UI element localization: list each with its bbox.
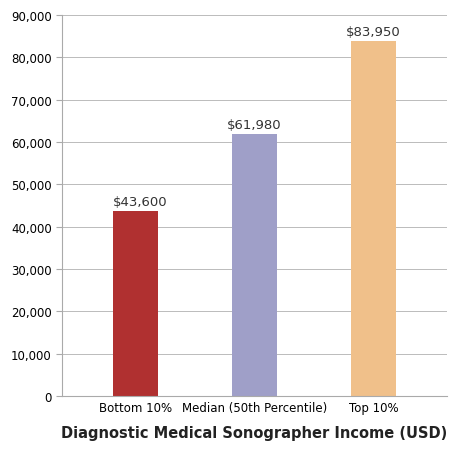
- Text: $83,950: $83,950: [346, 26, 401, 39]
- Bar: [351, 41, 396, 396]
- X-axis label: Diagnostic Medical Sonographer Income (USD): Diagnostic Medical Sonographer Income (U…: [61, 425, 448, 440]
- Text: $61,980: $61,980: [227, 119, 282, 131]
- Bar: [113, 212, 158, 396]
- Text: $43,600: $43,600: [113, 196, 168, 209]
- Bar: [232, 134, 277, 396]
